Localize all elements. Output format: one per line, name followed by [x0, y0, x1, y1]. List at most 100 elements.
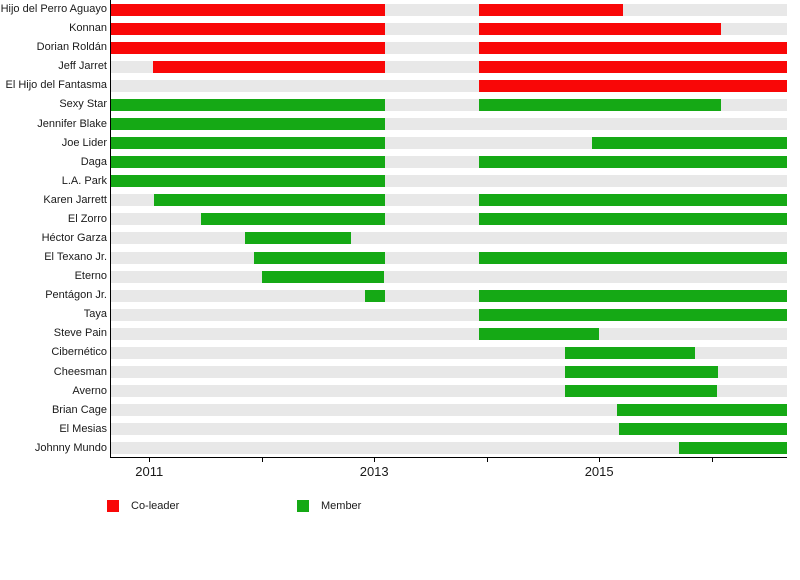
member-name-label: Konnan	[69, 22, 107, 35]
timeline-row: L.A. Park	[0, 172, 800, 191]
timeline-track	[111, 3, 787, 16]
legend-item-co-leader: Co-leader	[107, 500, 179, 512]
x-axis: 2011 2013 2015	[111, 458, 787, 484]
timeline-row: Johnny Mundo	[0, 439, 800, 458]
x-axis-tick-mark	[711, 458, 713, 462]
member-bar-segment	[153, 194, 386, 207]
member-bar-segment	[478, 98, 721, 111]
x-axis-line	[110, 457, 787, 458]
member-name-label: Eterno	[74, 270, 107, 283]
timeline-track	[111, 404, 787, 417]
co-leader-bar-segment	[478, 22, 721, 35]
member-bar-segment	[565, 346, 695, 359]
x-axis-tick-mark	[374, 458, 376, 462]
member-bar-segment	[679, 442, 787, 455]
member-name-label: Johnny Mundo	[34, 441, 107, 454]
member-name-label: Taya	[83, 308, 107, 321]
member-name-label: Steve Pain	[53, 327, 107, 340]
timeline-row: Dorian Roldán	[0, 38, 800, 57]
timeline-row: El Hijo del Fantasma	[0, 76, 800, 95]
timeline-track	[111, 213, 787, 226]
timeline-track	[111, 308, 787, 321]
legend-co-leader-label: Co-leader	[131, 500, 180, 512]
x-axis-tick-label: 2015	[584, 464, 614, 479]
member-name-label: El Zorro	[67, 212, 107, 225]
member-bar-segment	[478, 156, 787, 169]
legend-member-label: Member	[321, 500, 362, 512]
timeline-track	[111, 251, 787, 264]
timeline-track	[111, 289, 787, 302]
member-name-label: Karen Jarrett	[43, 193, 107, 206]
member-name-label: Averno	[72, 384, 107, 397]
member-name-label: El Hijo del Fantasma	[5, 79, 108, 92]
timeline-row: El Texano Jr.	[0, 248, 800, 267]
timeline-track	[111, 327, 787, 340]
timeline-track	[111, 346, 787, 359]
timeline-row: Averno	[0, 382, 800, 401]
member-bar-segment	[619, 423, 787, 436]
x-axis-tick-mark	[599, 458, 601, 462]
member-name-label: L.A. Park	[61, 174, 107, 187]
member-bar-segment	[244, 232, 351, 245]
timeline-row: Brian Cage	[0, 401, 800, 420]
member-bar-segment	[592, 137, 787, 150]
member-bar-segment	[200, 213, 386, 226]
member-name-label: Cheesman	[53, 365, 107, 378]
member-bar-segment	[111, 98, 386, 111]
member-name-label: Cibernético	[51, 346, 107, 359]
member-bar-segment	[478, 251, 787, 264]
chart-rows: Hijo del Perro Aguayo Konnan Dorian Roldán…	[0, 0, 800, 458]
timeline-row: Steve Pain	[0, 324, 800, 343]
y-axis-line	[110, 0, 111, 458]
member-name-label: Jeff Jarret	[58, 60, 107, 73]
timeline-track	[111, 137, 787, 150]
co-leader-bar-segment	[152, 60, 386, 73]
co-leader-swatch	[107, 500, 119, 512]
x-axis-tick-mark	[486, 458, 488, 462]
member-bar-segment	[478, 327, 600, 340]
timeline-track	[111, 22, 787, 35]
member-bar-segment	[365, 289, 386, 302]
timeline-track	[111, 118, 787, 130]
timeline-row: Héctor Garza	[0, 229, 800, 248]
timeline-row: Sexy Star	[0, 95, 800, 114]
timeline-row: El Mesias	[0, 420, 800, 439]
legend: Co-leader Member	[0, 500, 800, 518]
timeline-row: Jeff Jarret	[0, 57, 800, 76]
member-bar-segment	[478, 289, 787, 302]
legend-item-member: Member	[297, 500, 361, 512]
member-bar-segment	[565, 385, 718, 398]
timeline-track	[111, 423, 787, 436]
member-name-label: Pentágon Jr.	[45, 289, 107, 302]
timeline-track	[111, 156, 787, 169]
member-bar-segment	[617, 404, 787, 417]
timeline-track	[111, 60, 787, 73]
member-bar-segment	[478, 308, 787, 321]
x-axis-tick-mark	[261, 458, 263, 462]
timeline-track	[111, 366, 787, 379]
x-axis-tick-mark	[149, 458, 151, 462]
member-bar-segment	[111, 118, 386, 130]
timeline-row: Cheesman	[0, 362, 800, 381]
timeline-track	[111, 79, 787, 92]
member-name-label: Daga	[80, 155, 107, 168]
member-name-label: Héctor Garza	[41, 231, 107, 244]
member-name-label: Sexy Star	[59, 98, 107, 111]
timeline-track	[111, 41, 787, 54]
timeline-row: Konnan	[0, 19, 800, 38]
co-leader-bar-segment	[478, 41, 787, 54]
member-name-label: Dorian Roldán	[36, 41, 107, 54]
timeline-row: Taya	[0, 305, 800, 324]
timeline-track	[111, 270, 787, 283]
member-bar-segment	[261, 270, 385, 283]
member-bar-segment	[565, 366, 719, 379]
timeline-track	[111, 98, 787, 111]
member-name-label: Hijo del Perro Aguayo	[0, 3, 107, 16]
member-name-label: El Mesias	[59, 422, 107, 435]
timeline-row: Hijo del Perro Aguayo	[0, 0, 800, 19]
timeline-row: Joe Lider	[0, 134, 800, 153]
timeline-row: Daga	[0, 153, 800, 172]
member-bar-segment	[111, 137, 386, 150]
timeline-row: Cibernético	[0, 343, 800, 362]
